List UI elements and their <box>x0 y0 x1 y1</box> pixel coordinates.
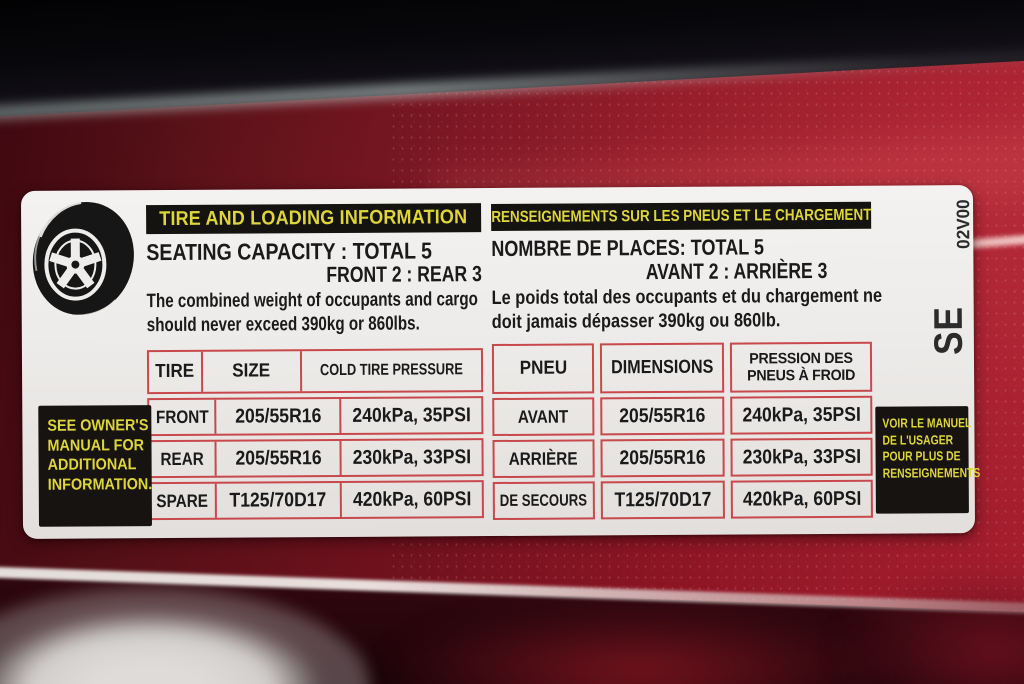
table-row: REAR 205/55R16 230kPa, 33PSI <box>147 438 484 479</box>
label-part-code: 02V00 <box>953 199 974 249</box>
table-cell: 205/55R16 <box>216 398 342 434</box>
english-front-rear-split: FRONT 2 : REAR 3 <box>325 261 482 288</box>
english-header-text: TIRE AND LOADING INFORMATION <box>159 206 468 231</box>
table-row: DE SECOURS T125/70D17 420kPa, 60PSI <box>492 479 873 521</box>
table-cell: FRONT <box>149 399 217 435</box>
table-cell: 420kPa, 60PSI <box>352 487 472 511</box>
table-cell: ARRIÈRE <box>492 439 595 479</box>
table-cell: 205/55R16 <box>216 440 342 476</box>
table-cell: T125/70D17 <box>600 480 725 520</box>
table-row: FRONT 205/55R16 240kPa, 35PSI <box>147 396 484 437</box>
english-tire-table: TIRE SIZE COLD TIRE PRESSURE FRONT 205/5… <box>146 348 484 521</box>
french-header-text: RENSEIGNEMENTS SUR LES PNEUS ET LE CHARG… <box>491 206 872 226</box>
header-cell: DIMENSIONS <box>599 342 725 394</box>
header-cell: TIRE <box>148 351 203 393</box>
tire-loading-placard: TIRE AND LOADING INFORMATION SEATING CAP… <box>20 185 980 539</box>
table-cell: 205/55R16 <box>600 438 725 478</box>
table-cell: SPARE <box>149 483 217 519</box>
header-cell: PRESSION DES PNEUS À FROID <box>729 341 873 393</box>
french-weight-warning-line1: Le poids total des occupants et du charg… <box>491 284 883 310</box>
table-cell: REAR <box>149 441 217 477</box>
table-header-row: TIRE SIZE COLD TIRE PRESSURE <box>146 348 484 395</box>
table-header-row: PNEU DIMENSIONS PRESSION DES PNEUS À FRO… <box>491 341 873 395</box>
table-cell: 205/55R16 <box>600 396 725 436</box>
french-front-rear-split: AVANT 2 : ARRIÈRE 3 <box>645 257 828 285</box>
french-weight-warning-line2: doit jamais dépasser 390kg ou 860lb. <box>491 309 781 334</box>
header-cell: PNEU <box>491 343 595 395</box>
table-row: SPARE T125/70D17 420kPa, 60PSI <box>147 480 484 521</box>
table-cell: 230kPa, 33PSI <box>730 437 873 477</box>
header-cell: COLD TIRE PRESSURE <box>320 361 464 380</box>
table-cell: 240kPa, 35PSI <box>730 395 873 435</box>
english-owners-manual-note: SEE OWNER'S MANUAL FOR ADDITIONAL INFORM… <box>38 405 152 527</box>
table-cell: AVANT <box>492 397 595 437</box>
table-row: ARRIÈRE 205/55R16 230kPa, 33PSI <box>492 437 873 479</box>
french-tire-table: PNEU DIMENSIONS PRESSION DES PNEUS À FRO… <box>491 341 873 521</box>
table-cell: 420kPa, 60PSI <box>730 479 873 519</box>
table-cell: 240kPa, 35PSI <box>352 403 471 427</box>
english-weight-warning-line2: should never exceed 390kg or 860lbs. <box>146 312 420 337</box>
header-cell: SIZE <box>202 351 303 392</box>
table-cell: T125/70D17 <box>216 482 342 518</box>
label-trim-code: SE <box>926 305 971 355</box>
french-header-banner: RENSEIGNEMENTS SUR LES PNEUS ET LE CHARG… <box>491 201 872 232</box>
table-row: AVANT 205/55R16 240kPa, 35PSI <box>492 395 873 437</box>
english-header-banner: TIRE AND LOADING INFORMATION <box>146 203 482 235</box>
table-cell: DE SECOURS <box>492 481 595 521</box>
tire-icon <box>32 201 134 318</box>
table-cell: 230kPa, 33PSI <box>352 445 471 469</box>
french-owners-manual-note: VOIR LE MANUEL DE L'USAGER POUR PLUS DE … <box>875 406 980 514</box>
